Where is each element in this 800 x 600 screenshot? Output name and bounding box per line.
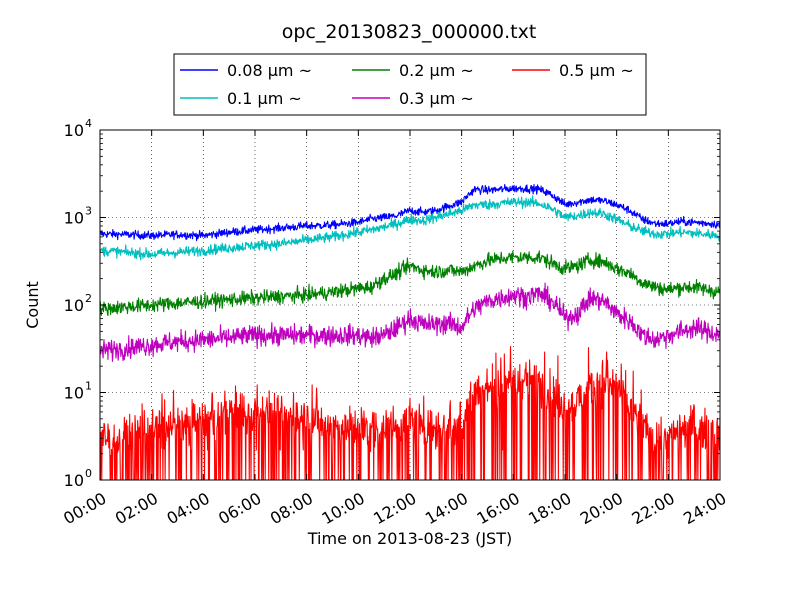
legend-item: 0.1 μm ~: [180, 89, 302, 108]
series-1: [99, 183, 721, 242]
y-tick-exponent: 0: [85, 467, 92, 480]
legend-label: 0.2 μm ~: [399, 61, 474, 80]
legend-label: 0.08 μm ~: [227, 61, 312, 80]
legend-label: 0.1 μm ~: [227, 89, 302, 108]
legend-item: 0.08 μm ~: [180, 61, 312, 80]
y-tick-label: 10: [64, 209, 84, 228]
plot-area: [99, 130, 721, 481]
x-axis-label: Time on 2013-08-23 (JST): [307, 529, 512, 548]
legend-item: 0.2 μm ~: [352, 61, 474, 80]
legend-label: 0.3 μm ~: [399, 89, 474, 108]
legend-box: [173, 53, 647, 116]
series-5: [99, 346, 721, 481]
legend-item: 0.5 μm ~: [512, 61, 634, 80]
x-tick-label: 20:00: [577, 489, 626, 529]
y-axis-label: Count: [23, 281, 42, 329]
x-tick-label: 12:00: [370, 489, 419, 529]
x-tick-label: 06:00: [215, 489, 264, 529]
x-tick-label: 14:00: [422, 489, 471, 529]
series-line: [99, 250, 721, 317]
y-tick-label: 10: [64, 471, 84, 490]
y-tick-label: 10: [64, 384, 84, 403]
x-tick-label: 22:00: [629, 489, 678, 529]
x-tick-label: 00:00: [60, 489, 109, 529]
series-4: [99, 282, 721, 362]
legend-label: 0.5 μm ~: [559, 61, 634, 80]
x-tick-label: 04:00: [164, 489, 213, 529]
x-tick-label: 02:00: [112, 489, 161, 529]
x-tick-label: 08:00: [267, 489, 316, 529]
series-line: [99, 183, 721, 242]
x-tick-label: 10:00: [319, 489, 368, 529]
y-tick-label: 10: [64, 296, 84, 315]
series-2: [99, 195, 721, 261]
legend-item: 0.3 μm ~: [352, 89, 474, 108]
x-tick-label: 16:00: [474, 489, 523, 529]
y-tick-exponent: 4: [85, 117, 92, 130]
x-tick-label: 24:00: [680, 489, 729, 529]
series-line: [99, 195, 721, 261]
series-3: [99, 250, 721, 317]
chart-title: opc_20130823_000000.txt: [282, 21, 537, 43]
y-tick-label: 10: [64, 121, 84, 140]
series-line: [99, 346, 721, 481]
y-tick-exponent: 1: [85, 380, 92, 393]
y-tick-exponent: 3: [85, 205, 92, 218]
series-line: [99, 282, 721, 362]
y-tick-exponent: 2: [85, 292, 92, 305]
x-tick-label: 18:00: [525, 489, 574, 529]
legend: 0.08 μm ~ 0.1 μm ~ 0.2 μm ~ 0.3 μm ~ 0.5 μm …: [173, 53, 647, 116]
